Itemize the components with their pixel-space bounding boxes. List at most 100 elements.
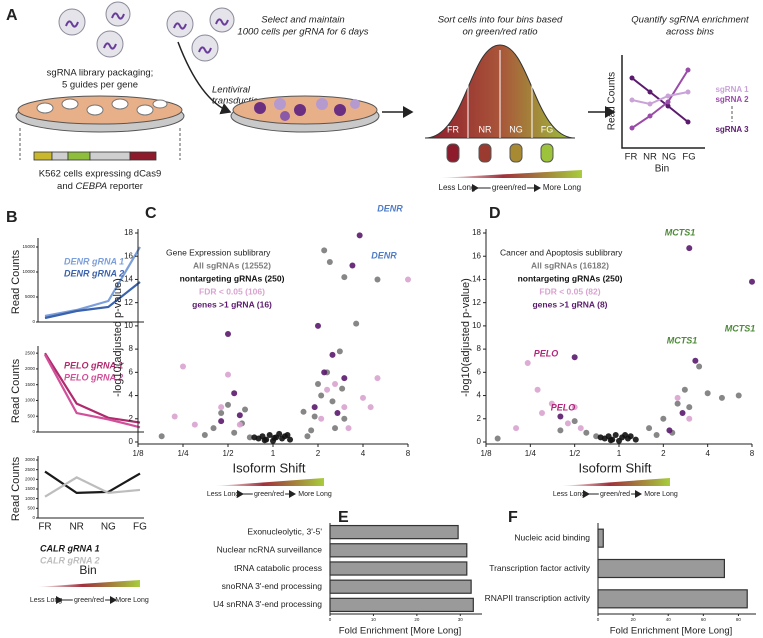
x-tick-label: 8 xyxy=(406,449,411,458)
y-axis-label: -log10(adjusted p-value) xyxy=(112,278,124,397)
y-tick-label: 0 xyxy=(32,515,35,520)
y-tick-label: 3000 xyxy=(25,457,36,462)
legend-entry: CALR gRNA 2 xyxy=(40,555,100,565)
legend-entry: CALR gRNA 1 xyxy=(40,543,100,553)
bin-label: FR xyxy=(447,124,459,134)
y-tick-label: 2000 xyxy=(25,366,36,371)
point xyxy=(627,433,634,440)
x-tick-label: 30 xyxy=(458,617,464,622)
point xyxy=(524,360,531,367)
point xyxy=(315,322,321,329)
panel-label: D xyxy=(489,205,501,222)
point xyxy=(538,409,545,416)
point xyxy=(231,429,238,436)
scale-wedge xyxy=(438,170,582,178)
step-text: Lentiviral xyxy=(212,85,251,96)
annotation: PELO xyxy=(551,402,576,412)
point xyxy=(577,425,584,432)
point xyxy=(583,429,590,436)
legend-entry: FDR < 0.05 (106) xyxy=(199,286,265,296)
point xyxy=(341,375,348,382)
viruses xyxy=(58,1,235,62)
annotation: PELO xyxy=(534,348,559,358)
y-tick-label: 12 xyxy=(472,298,481,307)
mini-legend: sgRNA 1 xyxy=(715,85,749,94)
scale-label: More Long xyxy=(543,183,581,192)
step-text: Sort cells into four bins based xyxy=(438,15,563,26)
point xyxy=(261,437,268,444)
legend-entry: genes >1 gRNA (8) xyxy=(532,299,607,309)
point xyxy=(374,375,381,382)
point xyxy=(349,262,356,269)
x-tick-label: 40 xyxy=(666,617,672,622)
point xyxy=(632,436,639,443)
point xyxy=(749,278,755,285)
point xyxy=(271,434,278,441)
tubes xyxy=(446,143,554,163)
mini-lines xyxy=(631,69,689,129)
panel-label: C xyxy=(145,205,157,222)
y-tick-label: 4 xyxy=(477,391,482,400)
step-text: transduction xyxy=(212,96,264,107)
x-tick-label: 20 xyxy=(631,617,637,622)
panel-label: F xyxy=(508,509,518,526)
x-tick-label: 2 xyxy=(661,449,666,458)
point xyxy=(180,363,186,370)
category-label: Exonucleolytic, 3'-5' xyxy=(247,526,322,536)
scale-label: Less Long xyxy=(30,597,62,604)
x-axis-label: Isoform Shift xyxy=(579,460,652,475)
scale-label: green/red xyxy=(254,491,284,498)
dish xyxy=(15,95,185,133)
point xyxy=(557,413,564,420)
panel-label: A xyxy=(6,7,18,24)
point xyxy=(607,437,614,444)
mini-bin: NG xyxy=(662,152,676,163)
point xyxy=(311,404,318,411)
cells-text: K562 cells expressing dCas9 xyxy=(39,169,162,180)
x-tick-label: FG xyxy=(133,522,147,533)
step-text: on green/red ratio xyxy=(463,27,538,38)
y-tick-label: 6 xyxy=(477,367,482,376)
category-label: Nuclear ncRNA surveillance xyxy=(217,545,323,555)
x-tick-label: 20 xyxy=(414,617,420,622)
point xyxy=(251,434,258,441)
point xyxy=(334,409,341,416)
point xyxy=(704,390,711,397)
y-tick-label: 16 xyxy=(124,251,133,260)
data-line xyxy=(44,281,141,320)
mini-bin: NR xyxy=(643,152,657,163)
x-axis-label: Isoform Shift xyxy=(233,460,306,475)
point xyxy=(494,435,501,442)
point xyxy=(681,386,688,393)
data-line xyxy=(44,352,141,424)
reporter-word: reporter xyxy=(110,181,143,192)
reporter-text: and CEBPA reporter xyxy=(57,181,143,192)
point xyxy=(735,392,742,399)
point xyxy=(321,369,328,376)
legend-entry: All sgRNAs (16182) xyxy=(531,260,609,270)
point xyxy=(686,404,693,411)
bar xyxy=(597,558,726,579)
point xyxy=(315,380,321,387)
annotation: DENR xyxy=(377,203,403,213)
point xyxy=(266,432,273,439)
mini-ylabel: Read Counts xyxy=(607,72,618,130)
bin-dividers xyxy=(467,50,533,138)
point xyxy=(571,354,578,361)
virus-genomes xyxy=(65,12,229,54)
point xyxy=(332,380,339,387)
category-label: Nucleic acid binding xyxy=(514,532,590,542)
x-tick-label: 1/2 xyxy=(222,449,234,458)
point xyxy=(311,413,318,420)
scale-label: green/red xyxy=(74,597,104,604)
point xyxy=(304,433,311,440)
scale-label: Less Long xyxy=(553,491,585,498)
category-label: snoRNA 3'-end processing xyxy=(222,581,323,591)
point xyxy=(336,348,343,355)
category-label: RNAPII transcription activity xyxy=(485,593,591,603)
x-tick-label: 1/8 xyxy=(132,449,144,458)
y-tick-label: 0 xyxy=(477,437,482,446)
y-tick-label: 1000 xyxy=(25,398,36,403)
reporter-construct xyxy=(19,128,181,161)
point xyxy=(318,415,325,422)
